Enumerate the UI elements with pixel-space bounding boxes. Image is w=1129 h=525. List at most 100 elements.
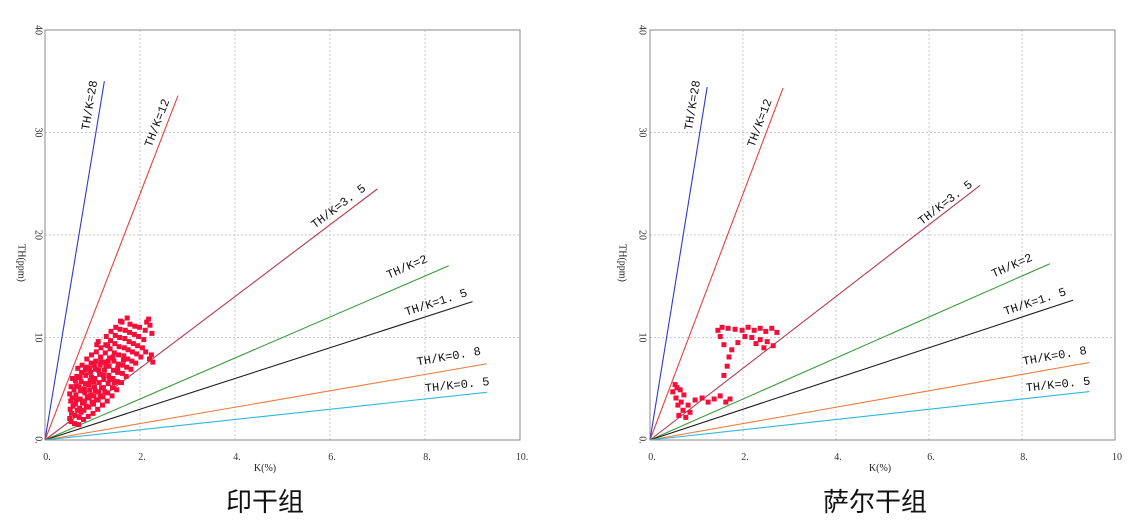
data-point — [745, 324, 751, 330]
data-point — [127, 329, 133, 335]
data-point — [76, 414, 82, 420]
data-point — [113, 324, 119, 330]
data-point — [96, 389, 102, 395]
data-point — [98, 345, 104, 351]
data-point — [111, 380, 117, 386]
data-point — [67, 416, 73, 421]
data-point — [100, 394, 106, 400]
y-axis-title: TH(ppm) — [16, 244, 27, 282]
data-point — [105, 381, 111, 387]
data-point — [79, 369, 85, 375]
data-point — [147, 356, 152, 362]
data-point — [677, 387, 683, 393]
data-point — [687, 409, 693, 415]
x-axis-title: K(%) — [869, 463, 891, 474]
data-point — [131, 331, 137, 337]
ratio-line-28 — [44, 81, 105, 441]
data-point — [69, 410, 75, 416]
data-point — [125, 356, 131, 362]
data-point — [95, 406, 101, 412]
data-point — [774, 329, 780, 335]
data-point — [77, 396, 83, 402]
data-point — [73, 383, 79, 389]
x-tick-label: 8. — [1020, 452, 1028, 463]
data-point — [719, 324, 725, 330]
data-point — [742, 334, 748, 339]
data-point — [72, 412, 78, 418]
data-point — [97, 362, 103, 368]
data-point — [92, 388, 98, 394]
data-point — [678, 399, 684, 405]
data-point — [84, 356, 90, 362]
ratio-line-0-8 — [649, 361, 1090, 441]
y-tick-label: 20 — [637, 230, 648, 240]
data-point — [670, 389, 676, 395]
data-point — [91, 384, 97, 390]
data-point — [770, 343, 776, 349]
data-point — [150, 359, 156, 365]
ratio-line-0-5 — [44, 391, 487, 441]
data-point — [103, 363, 109, 369]
data-point — [735, 340, 741, 346]
data-point — [122, 327, 128, 333]
data-point — [81, 407, 87, 413]
data-point — [121, 345, 127, 351]
data-point — [92, 366, 98, 372]
data-point — [93, 358, 99, 364]
data-point — [129, 358, 135, 364]
data-point — [128, 366, 134, 372]
data-point — [680, 407, 686, 413]
data-point — [126, 339, 132, 345]
data-point — [79, 362, 85, 368]
data-point — [109, 393, 115, 399]
data-point — [91, 362, 97, 368]
x-tick-label: 4. — [834, 452, 842, 463]
data-point — [723, 399, 729, 405]
data-point — [119, 370, 125, 376]
data-point — [115, 365, 121, 371]
data-point — [77, 375, 83, 380]
data-point — [726, 354, 732, 360]
x-axis-title: K(%) — [254, 463, 276, 474]
data-point — [721, 342, 727, 348]
data-point — [142, 327, 148, 333]
data-point — [100, 372, 106, 378]
x-tick-label: 10. — [516, 452, 529, 463]
data-point — [78, 388, 84, 394]
data-point — [119, 380, 124, 386]
data-point — [105, 343, 111, 349]
data-point — [763, 328, 769, 334]
data-point — [717, 393, 723, 399]
data-point — [67, 406, 73, 412]
x-tick-label: 4. — [233, 452, 241, 463]
data-point — [82, 390, 88, 396]
data-point — [672, 382, 678, 388]
data-point — [107, 346, 113, 352]
data-point — [78, 379, 84, 385]
data-point — [717, 334, 723, 339]
data-point — [75, 365, 81, 371]
ratio-line-12 — [44, 95, 179, 441]
x-tick-label: 8. — [423, 452, 431, 463]
y-tick-label: 10 — [637, 333, 648, 343]
data-point — [144, 319, 150, 325]
data-point — [110, 367, 116, 373]
data-point — [132, 323, 138, 329]
y-tick-label: 0. — [33, 436, 44, 444]
x-tick-label: 0. — [43, 452, 51, 463]
data-point — [115, 361, 121, 367]
data-point — [71, 387, 77, 393]
data-point — [73, 392, 79, 398]
data-point — [739, 327, 745, 333]
data-point — [86, 404, 92, 410]
data-point — [76, 384, 82, 390]
data-point — [88, 369, 94, 375]
data-point — [67, 391, 73, 397]
data-point — [124, 315, 130, 321]
data-point — [757, 337, 763, 343]
figure-background — [0, 0, 1129, 482]
data-point — [88, 392, 94, 398]
data-point — [110, 354, 116, 360]
data-point — [94, 342, 100, 348]
